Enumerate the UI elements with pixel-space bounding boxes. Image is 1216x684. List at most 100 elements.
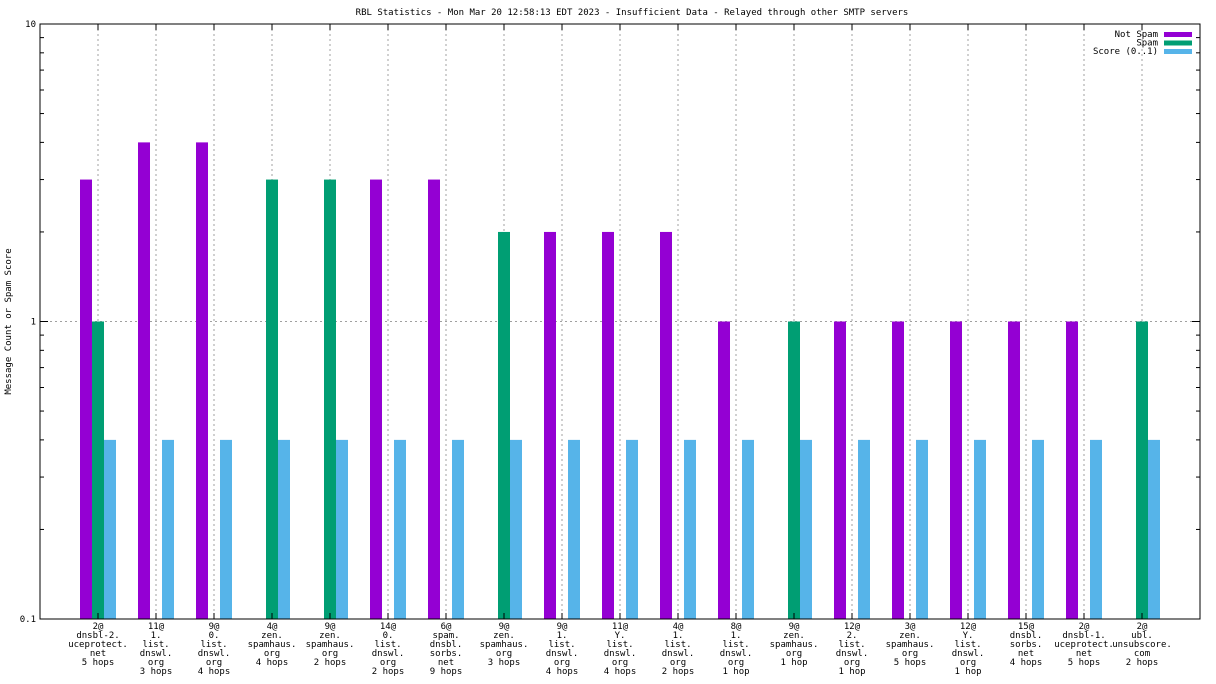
x-tick-label-line: org [728,658,744,668]
x-tick-label-line: zen. [261,631,283,641]
x-tick-label-line: list. [722,640,749,650]
x-tick-label-line: org [612,658,628,668]
x-tick-label-line: dnswl. [198,649,231,659]
bar-score-0-1- [684,439,696,619]
bar-score-0-1- [568,439,580,619]
x-tick-label-line: 4 hops [546,667,579,677]
x-tick-label-line: 9@ [325,622,336,632]
x-tick-label-line: 2 hops [372,667,405,677]
x-tick-label-line: dnsbl. [1010,631,1043,641]
x-tick-label-line: 14@ [380,622,397,632]
x-tick-label-line: 5 hops [82,658,115,668]
legend-swatch [1164,40,1192,46]
x-tick-label-line: 0. [209,631,220,641]
x-tick-label-line: org [206,658,222,668]
x-tick-label-line: 1. [151,631,162,641]
x-tick-label-line: 5 hops [1068,658,1101,668]
bar-score-0-1- [916,439,928,619]
legend-swatch [1164,32,1192,37]
bar-score-0-1- [1090,439,1102,619]
x-tick-label-line: 9@ [789,622,800,632]
x-tick-label-line: 1 hop [954,667,981,677]
x-tick-label-line: list. [142,640,169,650]
x-tick-label-line: sorbs. [430,649,463,659]
x-tick-label-line: org [554,658,570,668]
x-tick-label-line: dnswl. [604,649,637,659]
bar-score-0-1- [278,439,290,619]
x-tick-label-line: org [844,658,860,668]
bar-spam [1136,321,1148,619]
bar-spam [92,321,104,619]
x-tick-label-line: org [496,649,512,659]
x-tick-label-line: 0. [383,631,394,641]
x-tick-label-line: net [438,658,454,668]
bar-spam [324,179,336,619]
x-tick-label-line: 1 hop [722,667,749,677]
bar-not-spam [544,231,556,619]
x-tick-label-line: Y. [963,631,974,641]
x-tick-label-line: 15@ [1018,622,1035,632]
x-tick-label: 11@ Y. list. dnswl. org 4 hops [604,622,637,677]
x-tick-label-line: zen. [783,631,805,641]
x-tick-label-line: 3 hops [140,667,173,677]
x-tick-label-line: dnswl. [952,649,985,659]
x-tick-label-line: dnswl. [140,649,173,659]
bar-not-spam [370,179,382,619]
x-tick-label: 12@ Y. list. dnswl. org 1 hop [952,622,985,677]
x-tick-label-line: uceprotect. [68,640,128,650]
x-tick-label-line: 4 hops [604,667,637,677]
bar-score-0-1- [452,439,464,619]
y-tick-label: 10 [25,20,36,30]
bar-not-spam [138,142,150,619]
x-tick-label-line: dnswl. [372,649,405,659]
x-tick-label-line: 2 hops [314,658,347,668]
x-tick-label: 12@ 2. list. dnswl. org 1 hop [836,622,869,677]
x-tick-label-line: dnswl. [720,649,753,659]
x-tick-label-line: 11@ [148,622,165,632]
x-tick-label-line: spamhaus. [886,640,935,650]
bar-not-spam [892,321,904,619]
x-tick-label-line: list. [664,640,691,650]
bar-score-0-1- [974,439,986,619]
x-tick-label-line: dnsbl-2. [76,631,119,641]
x-tick-label-line: list. [374,640,401,650]
x-tick-label-line: list. [606,640,633,650]
x-tick-label-line: net [1018,649,1034,659]
x-tick-label: 9@ 0. list. dnswl. org 4 hops [198,622,231,677]
x-tick-label-line: dnsbl. [430,640,463,650]
x-tick-label-line: 3@ [905,622,916,632]
x-tick-label: 9@ zen. spamhaus. org 2 hops [306,622,355,668]
x-tick-label: 2@ dnsbl-1. uceprotect. net 5 hops [1054,622,1114,668]
bar-score-0-1- [626,439,638,619]
x-tick-label-line: 2 hops [662,667,695,677]
plot-border [39,23,1201,620]
legend-label: Not Spam [1115,30,1158,40]
x-tick-label-line: 9 hops [430,667,463,677]
x-tick-label: 9@ 1. list. dnswl. org 4 hops [546,622,579,677]
x-tick-label-line: 9@ [499,622,510,632]
x-tick-label-line: 2 hops [1126,658,1159,668]
x-tick-label-line: sorbs. [1010,640,1043,650]
x-tick-label-line: org [148,658,164,668]
x-tick-label-line: spamhaus. [306,640,355,650]
x-tick-label-line: 2@ [93,622,104,632]
x-tick-label-line: 8@ [731,622,742,632]
x-tick-label-line: dnsbl-1. [1062,631,1105,641]
x-tick-label-line: 1 hop [838,667,865,677]
x-tick-label-line: org [322,649,338,659]
bar-score-0-1- [510,439,522,619]
bar-score-0-1- [220,439,232,619]
x-tick-label-line: list. [838,640,865,650]
bar-spam [266,179,278,619]
bar-not-spam [660,231,672,619]
bar-not-spam [1008,321,1020,619]
x-tick-label: 9@ zen. spamhaus. org 1 hop [770,622,819,668]
bar-not-spam [834,321,846,619]
x-tick-label-line: zen. [899,631,921,641]
x-tick-label: 3@ zen. spamhaus. org 5 hops [886,622,935,668]
x-tick-label: 2@ ubl. unsubscore. com 2 hops [1112,622,1172,668]
x-tick-label: 2@ dnsbl-2. uceprotect. net 5 hops [68,622,128,668]
x-tick-label-line: ubl. [1131,631,1153,641]
x-tick-label-line: list. [548,640,575,650]
